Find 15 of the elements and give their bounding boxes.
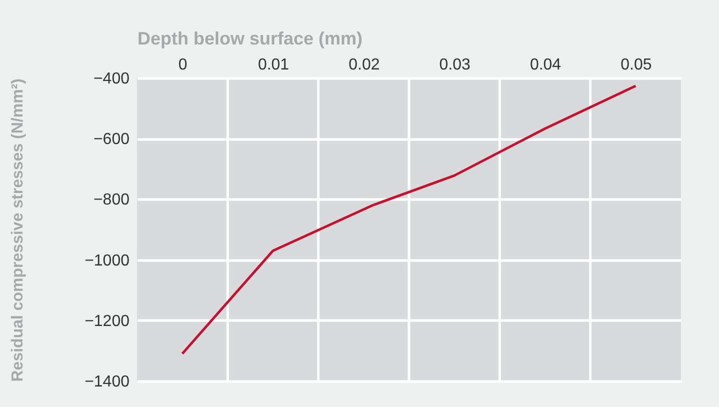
y-tick-label: −1000 [84, 252, 130, 270]
x-tick-label: 0 [178, 56, 188, 74]
x-axis-title: Depth below surface (mm) [138, 28, 363, 48]
x-tick-label: 0.04 [530, 56, 562, 74]
y-tick-label: −600 [93, 131, 130, 148]
y-tick-label: −400 [93, 70, 130, 88]
line-series [181, 84, 637, 355]
x-tick-label: 0.02 [348, 56, 380, 74]
y-axis-title: Residual compressive stresses (N/mm²) [10, 78, 26, 382]
y-tick-label: −1200 [84, 312, 130, 330]
y-tick-label: −1400 [84, 374, 130, 390]
x-tick-label: 0.01 [258, 56, 290, 74]
x-tick-label: 0.05 [620, 56, 652, 74]
y-tick-label: −800 [93, 192, 130, 209]
x-tick-label: 0.03 [439, 56, 471, 74]
